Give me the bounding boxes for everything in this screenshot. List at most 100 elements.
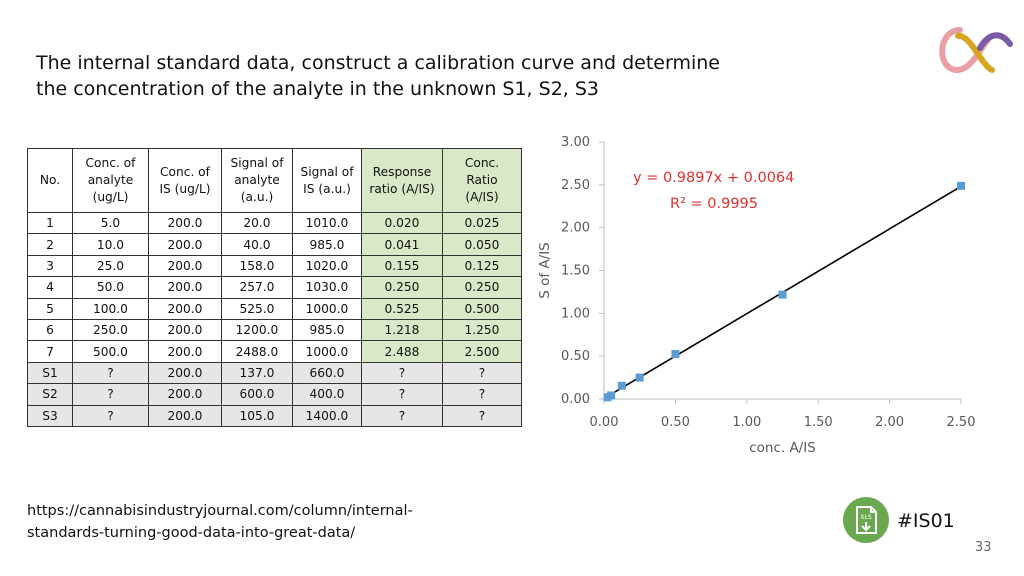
cell-no: S3 (27, 404, 73, 427)
cell-conc-ratio: 2.500 (442, 340, 522, 363)
cell-no: 2 (27, 233, 73, 256)
cell-signal-analyte: 40.0 (221, 233, 293, 256)
data-point (617, 381, 626, 390)
cell-conc-is: 200.0 (148, 340, 222, 363)
cell-signal-analyte: 137.0 (221, 361, 293, 385)
source-url[interactable]: https://cannabisindustryjournal.com/colu… (27, 500, 413, 544)
y-tick-label: 1.00 (561, 306, 590, 321)
x-tick-label: 2.50 (947, 415, 976, 430)
cell-conc-is: 200.0 (148, 233, 222, 256)
cell-signal-analyte: 20.0 (221, 211, 293, 235)
table-row: 2 10.0 200.0 40.0 985.0 0.041 0.050 (27, 233, 522, 256)
y-tick-label: 0.50 (561, 349, 590, 364)
data-point (957, 181, 965, 190)
source-url-line-2[interactable]: standards-turning-good-data-into-great-d… (27, 525, 356, 541)
table-row: 7 500.0 200.0 2488.0 1000.0 2.488 2.500 (27, 340, 522, 363)
cell-conc-is: 200.0 (148, 276, 222, 299)
x-tick-label: 1.50 (804, 415, 833, 430)
cell-signal-analyte: 2488.0 (221, 340, 293, 363)
y-tick-label: 3.00 (561, 135, 590, 150)
cell-signal-is: 1030.0 (292, 276, 362, 299)
cell-conc-analyte: 250.0 (72, 318, 149, 342)
cell-signal-is: 985.0 (292, 233, 362, 256)
calibration-chart-svg: 0.00 0.50 1.00 1.50 2.00 2.50 3.00 0.00 0.50 1.00… (537, 135, 976, 456)
cell-signal-is: 1010.0 (292, 211, 362, 235)
cell-signal-analyte: 158.0 (221, 254, 293, 278)
cell-conc-is: 200.0 (148, 297, 222, 320)
cell-conc-analyte: ? (72, 361, 149, 385)
cell-response-ratio: ? (361, 404, 443, 427)
x-tick-label: 0.50 (661, 415, 690, 430)
cell-signal-analyte: 257.0 (221, 276, 293, 299)
cell-signal-analyte: 600.0 (221, 383, 293, 406)
cell-response-ratio: 0.020 (361, 211, 443, 235)
cell-conc-analyte: 100.0 (72, 297, 149, 320)
cell-no: 1 (27, 211, 73, 235)
cell-response-ratio: 0.041 (361, 233, 443, 256)
table-row: 4 50.0 200.0 257.0 1030.0 0.250 0.250 (27, 276, 522, 299)
cell-conc-is: 200.0 (148, 404, 222, 427)
header-no: No. (27, 148, 73, 213)
data-point (635, 373, 644, 382)
header-conc-ratio: Conc. Ratio (A/IS) (442, 148, 522, 213)
cell-signal-is: 1400.0 (292, 404, 362, 427)
header-conc-analyte: Conc. of analyte (ug/L) (72, 148, 149, 213)
data-point (671, 350, 680, 359)
calibration-chart: 0.00 0.50 1.00 1.50 2.00 2.50 3.00 0.00 0.50 1.00… (520, 128, 1000, 468)
table-row: 5 100.0 200.0 525.0 1000.0 0.525 0.500 (27, 297, 522, 320)
y-tick-label: 2.50 (561, 178, 590, 193)
table-header-row: No. Conc. of analyte (ug/L) Conc. of IS (ug… (27, 148, 522, 213)
source-url-line-1[interactable]: https://cannabisindustryjournal.com/colu… (27, 503, 413, 519)
table-row-unknown: S2 ? 200.0 600.0 400.0 ? ? (27, 383, 522, 406)
header-signal-analyte: Signal of analyte (a.u.) (221, 148, 293, 213)
cell-conc-ratio: ? (442, 361, 522, 385)
cell-conc-is: 200.0 (148, 383, 222, 406)
data-point (778, 290, 787, 299)
cell-conc-is: 200.0 (148, 211, 222, 235)
x-tick-label: 2.00 (875, 415, 904, 430)
y-tick-label: 2.00 (561, 221, 590, 236)
slide-title-line-1: The internal standard data, construct a … (36, 52, 720, 74)
y-tick-label: 0.00 (561, 392, 590, 407)
cell-signal-is: 400.0 (292, 383, 362, 406)
cell-conc-is: 200.0 (148, 254, 222, 278)
cell-conc-ratio: ? (442, 404, 522, 427)
r-squared-label: R² = 0.9995 (670, 196, 758, 212)
table-row: 3 25.0 200.0 158.0 1020.0 0.155 0.125 (27, 254, 522, 278)
cell-response-ratio: 2.488 (361, 340, 443, 363)
cell-signal-analyte: 105.0 (221, 404, 293, 427)
cell-no: 6 (27, 318, 73, 342)
cell-response-ratio: ? (361, 361, 443, 385)
cell-no: 3 (27, 254, 73, 278)
table-row: 1 5.0 200.0 20.0 1010.0 0.020 0.025 (27, 211, 522, 235)
trendline-equation: y = 0.9897x + 0.0064 (633, 170, 794, 186)
cell-no: S2 (27, 383, 73, 406)
cell-conc-analyte: 500.0 (72, 340, 149, 363)
cell-conc-analyte: ? (72, 404, 149, 427)
cell-response-ratio: 0.155 (361, 254, 443, 278)
cell-signal-analyte: 525.0 (221, 297, 293, 320)
cell-no: S1 (27, 361, 73, 385)
cell-signal-is: 985.0 (292, 318, 362, 342)
table-row: 6 250.0 200.0 1200.0 985.0 1.218 1.250 (27, 318, 522, 342)
cell-signal-analyte: 1200.0 (221, 318, 293, 342)
excel-file-icon[interactable]: XLS (842, 496, 890, 544)
cell-conc-ratio: 1.250 (442, 318, 522, 342)
x-tick-label: 1.00 (732, 415, 761, 430)
slide-title-line-2: the concentration of the analyte in the … (36, 78, 600, 100)
cell-conc-ratio: ? (442, 383, 522, 406)
cell-conc-ratio: 0.250 (442, 276, 522, 299)
excel-icon-label: XLS (860, 514, 871, 521)
cell-signal-is: 1000.0 (292, 297, 362, 320)
table-row-unknown: S3 ? 200.0 105.0 1400.0 ? ? (27, 404, 522, 427)
cell-signal-is: 1000.0 (292, 340, 362, 363)
header-response-ratio: Response ratio (A/IS) (361, 148, 443, 213)
page-number: 33 (975, 540, 992, 555)
cell-conc-is: 200.0 (148, 318, 222, 342)
calibration-table: No. Conc. of analyte (ug/L) Conc. of IS (ug… (27, 148, 522, 427)
cell-conc-ratio: 0.025 (442, 211, 522, 235)
cell-conc-analyte: 5.0 (72, 211, 149, 235)
x-axis-title: conc. A/IS (749, 440, 816, 456)
cell-signal-is: 660.0 (292, 361, 362, 385)
cell-conc-ratio: 0.125 (442, 254, 522, 278)
